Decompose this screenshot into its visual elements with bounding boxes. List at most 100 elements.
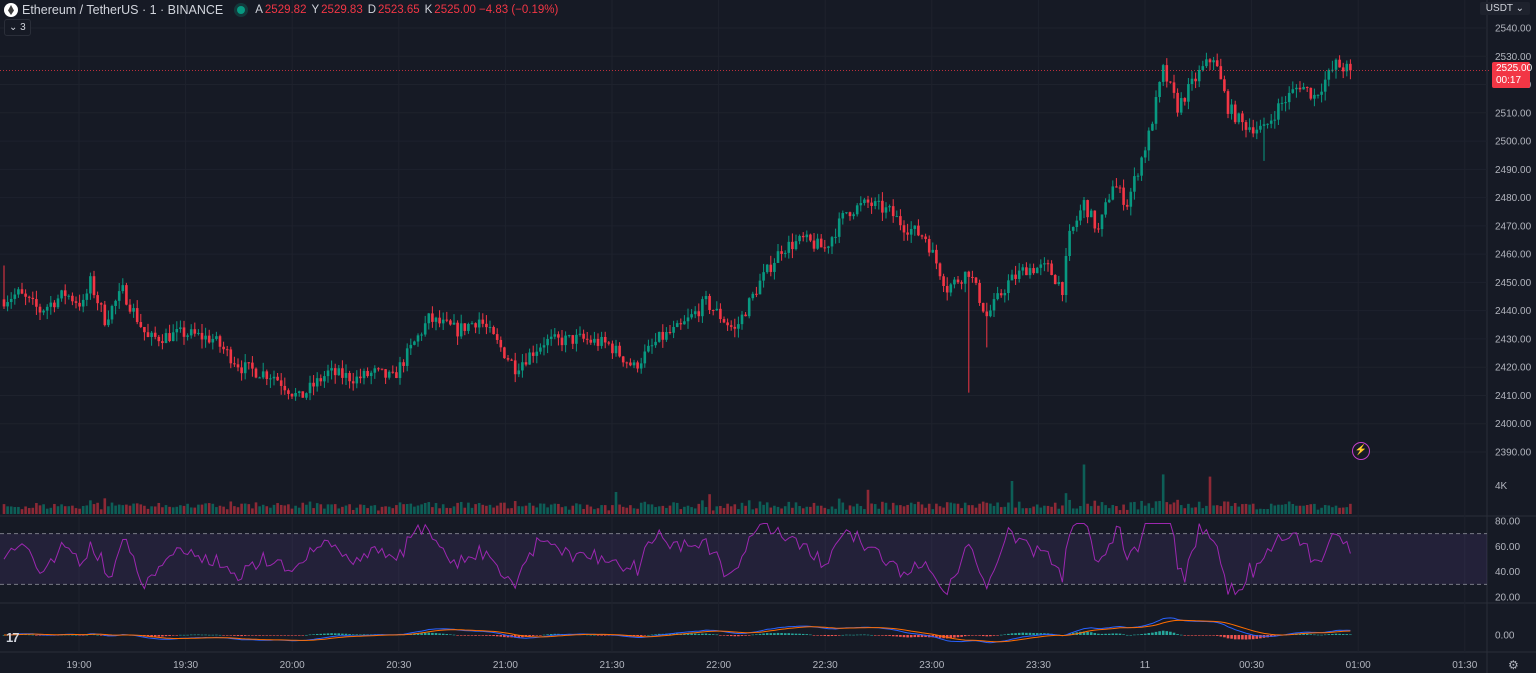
candle-body[interactable]: [1046, 263, 1050, 265]
candle-body[interactable]: [798, 235, 801, 242]
candle-body[interactable]: [477, 319, 481, 328]
candle-body[interactable]: [564, 335, 567, 346]
candle-body[interactable]: [981, 302, 985, 312]
candle-body[interactable]: [1259, 125, 1262, 130]
candle-body[interactable]: [1287, 92, 1291, 103]
candle-body[interactable]: [812, 240, 816, 249]
candle-body[interactable]: [1251, 127, 1255, 134]
candle-body[interactable]: [341, 368, 344, 378]
candle-body[interactable]: [1313, 94, 1316, 99]
candle-body[interactable]: [567, 335, 571, 337]
candle-body[interactable]: [560, 337, 564, 346]
candle-body[interactable]: [1100, 214, 1104, 230]
candle-body[interactable]: [1161, 65, 1165, 82]
candle-body[interactable]: [1039, 264, 1043, 268]
candle-body[interactable]: [708, 295, 711, 310]
candle-body[interactable]: [470, 323, 474, 325]
candle-body[interactable]: [978, 282, 981, 303]
candle-body[interactable]: [1323, 79, 1327, 92]
candle-body[interactable]: [135, 308, 139, 323]
candle-body[interactable]: [517, 370, 521, 375]
candle-body[interactable]: [758, 280, 762, 295]
candle-body[interactable]: [427, 313, 431, 324]
candle-body[interactable]: [330, 368, 333, 371]
candle-body[interactable]: [1053, 274, 1057, 285]
candle-body[interactable]: [848, 212, 852, 217]
candle-body[interactable]: [290, 393, 294, 397]
candle-body[interactable]: [283, 385, 287, 391]
candle-body[interactable]: [582, 333, 585, 339]
candle-body[interactable]: [686, 317, 690, 322]
candle-body[interactable]: [1125, 204, 1129, 207]
candle-body[interactable]: [297, 391, 301, 393]
candle-body[interactable]: [218, 336, 222, 347]
candle-body[interactable]: [1194, 78, 1197, 82]
candle-body[interactable]: [891, 206, 895, 217]
candle-body[interactable]: [1032, 268, 1035, 274]
candle-body[interactable]: [1215, 60, 1219, 67]
candle-body[interactable]: [650, 345, 654, 347]
candle-body[interactable]: [189, 329, 193, 336]
candle-body[interactable]: [578, 333, 582, 335]
candle-body[interactable]: [607, 342, 611, 344]
candle-body[interactable]: [1143, 150, 1147, 158]
candle-body[interactable]: [492, 327, 495, 335]
candle-body[interactable]: [225, 349, 229, 351]
candle-body[interactable]: [1277, 103, 1280, 120]
candle-body[interactable]: [416, 335, 420, 342]
candle-body[interactable]: [546, 338, 549, 346]
candle-body[interactable]: [243, 362, 247, 374]
candle-body[interactable]: [125, 285, 128, 305]
candle-body[interactable]: [809, 234, 812, 241]
candle-body[interactable]: [801, 235, 805, 238]
candle-body[interactable]: [110, 305, 114, 320]
candle-body[interactable]: [816, 238, 819, 249]
candle-body[interactable]: [1104, 202, 1107, 215]
candle-body[interactable]: [845, 212, 848, 214]
candle-body[interactable]: [168, 333, 171, 342]
candle-body[interactable]: [549, 336, 553, 339]
candle-body[interactable]: [326, 370, 330, 377]
candle-body[interactable]: [495, 334, 499, 340]
candle-body[interactable]: [794, 241, 798, 250]
candle-body[interactable]: [906, 232, 909, 235]
candle-body[interactable]: [917, 225, 920, 236]
tradingview-logo[interactable]: 17: [6, 630, 20, 645]
candle-body[interactable]: [373, 368, 377, 373]
candle-body[interactable]: [884, 207, 888, 213]
candle-body[interactable]: [1129, 191, 1133, 207]
candle-body[interactable]: [755, 293, 758, 295]
currency-selector[interactable]: USDT ⌄: [1479, 2, 1530, 15]
candle-body[interactable]: [535, 351, 539, 356]
candle-body[interactable]: [859, 203, 863, 206]
candle-body[interactable]: [171, 332, 175, 342]
candle-body[interactable]: [747, 298, 751, 317]
candle-body[interactable]: [679, 323, 683, 325]
candle-body[interactable]: [870, 202, 873, 206]
candle-body[interactable]: [182, 327, 186, 337]
candle-body[interactable]: [96, 295, 99, 304]
candle-body[interactable]: [531, 352, 535, 356]
candle-body[interactable]: [823, 247, 827, 249]
candle-body[interactable]: [863, 199, 866, 204]
candle-body[interactable]: [654, 341, 657, 346]
candle-body[interactable]: [78, 302, 81, 307]
candle-body[interactable]: [265, 371, 269, 379]
candle-body[interactable]: [13, 294, 17, 299]
candle-body[interactable]: [776, 251, 780, 263]
candle-body[interactable]: [24, 293, 27, 297]
candle-body[interactable]: [1107, 199, 1111, 203]
candle-body[interactable]: [996, 293, 999, 300]
candle-body[interactable]: [528, 352, 531, 365]
candle-body[interactable]: [665, 332, 668, 340]
candle-body[interactable]: [924, 236, 927, 240]
candle-body[interactable]: [805, 234, 809, 238]
candle-body[interactable]: [762, 272, 765, 281]
candle-body[interactable]: [409, 344, 413, 349]
candle-body[interactable]: [1266, 123, 1269, 125]
candle-body[interactable]: [783, 252, 787, 254]
candle-body[interactable]: [1014, 274, 1017, 279]
candle-body[interactable]: [485, 323, 488, 328]
candle-body[interactable]: [989, 310, 992, 317]
